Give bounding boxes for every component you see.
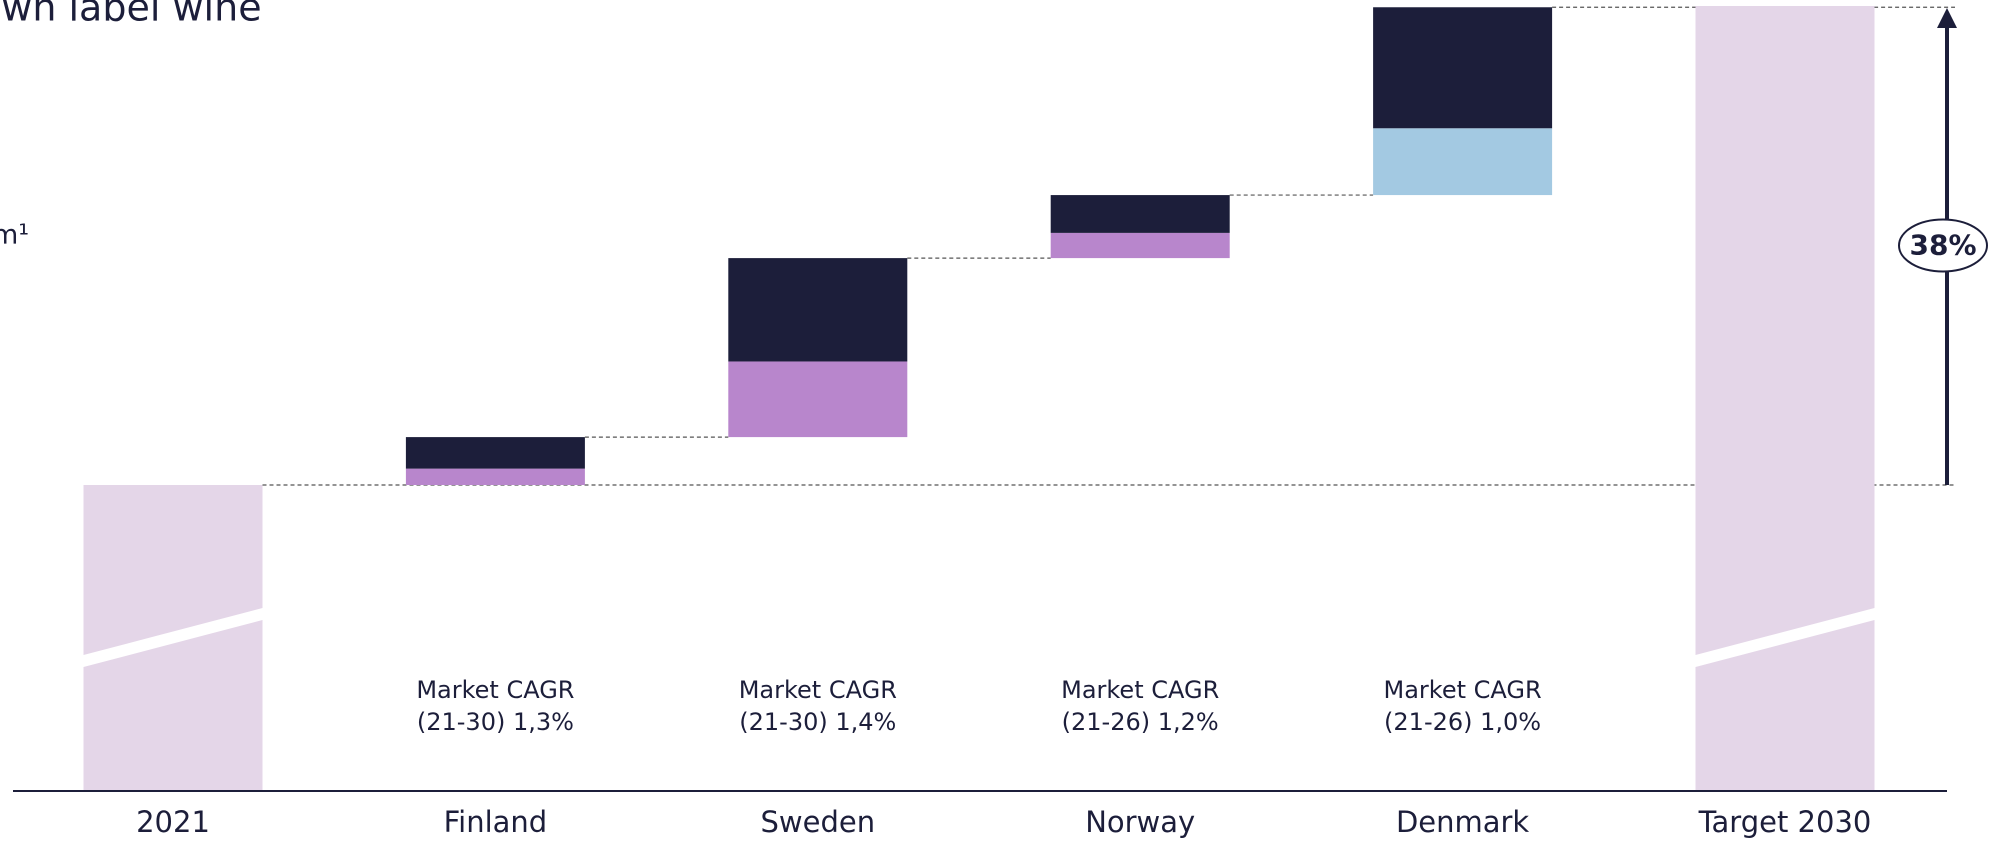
growth-label: 38% xyxy=(1909,229,1976,262)
note: (21-30) 1,4% xyxy=(739,708,896,736)
note: Market CAGR xyxy=(1061,676,1219,704)
x-tick-label: Norway xyxy=(1085,805,1195,839)
note: (21-30) 1,3% xyxy=(417,708,574,736)
note: (21-26) 1,0% xyxy=(1384,708,1541,736)
segment xyxy=(405,437,585,469)
note: Market CAGR xyxy=(416,676,574,704)
x-tick-label: 2021 xyxy=(136,805,210,839)
axis-break xyxy=(1695,608,1875,667)
segment xyxy=(1050,195,1230,233)
chart-title: own label wine xyxy=(0,0,262,30)
segment xyxy=(728,361,908,438)
x-tick-label: Denmark xyxy=(1396,805,1529,839)
x-tick-label: Sweden xyxy=(760,805,875,839)
x-tick-label: Target 2030 xyxy=(1698,805,1872,839)
segment xyxy=(1373,128,1553,196)
x-tick-label: Finland xyxy=(444,805,548,839)
segment xyxy=(405,468,585,485)
segment xyxy=(1050,232,1230,259)
axis-break xyxy=(83,608,263,667)
note: (21-26) 1,2% xyxy=(1062,708,1219,736)
segment xyxy=(1373,7,1553,129)
note: Market CAGR xyxy=(1384,676,1542,704)
segment xyxy=(728,258,908,362)
growth-badge xyxy=(1898,218,1988,273)
note: Market CAGR xyxy=(739,676,897,704)
target-bar xyxy=(1695,6,1875,791)
arrow-head xyxy=(1937,8,1957,28)
chart-subtitle: m¹ xyxy=(0,220,29,251)
